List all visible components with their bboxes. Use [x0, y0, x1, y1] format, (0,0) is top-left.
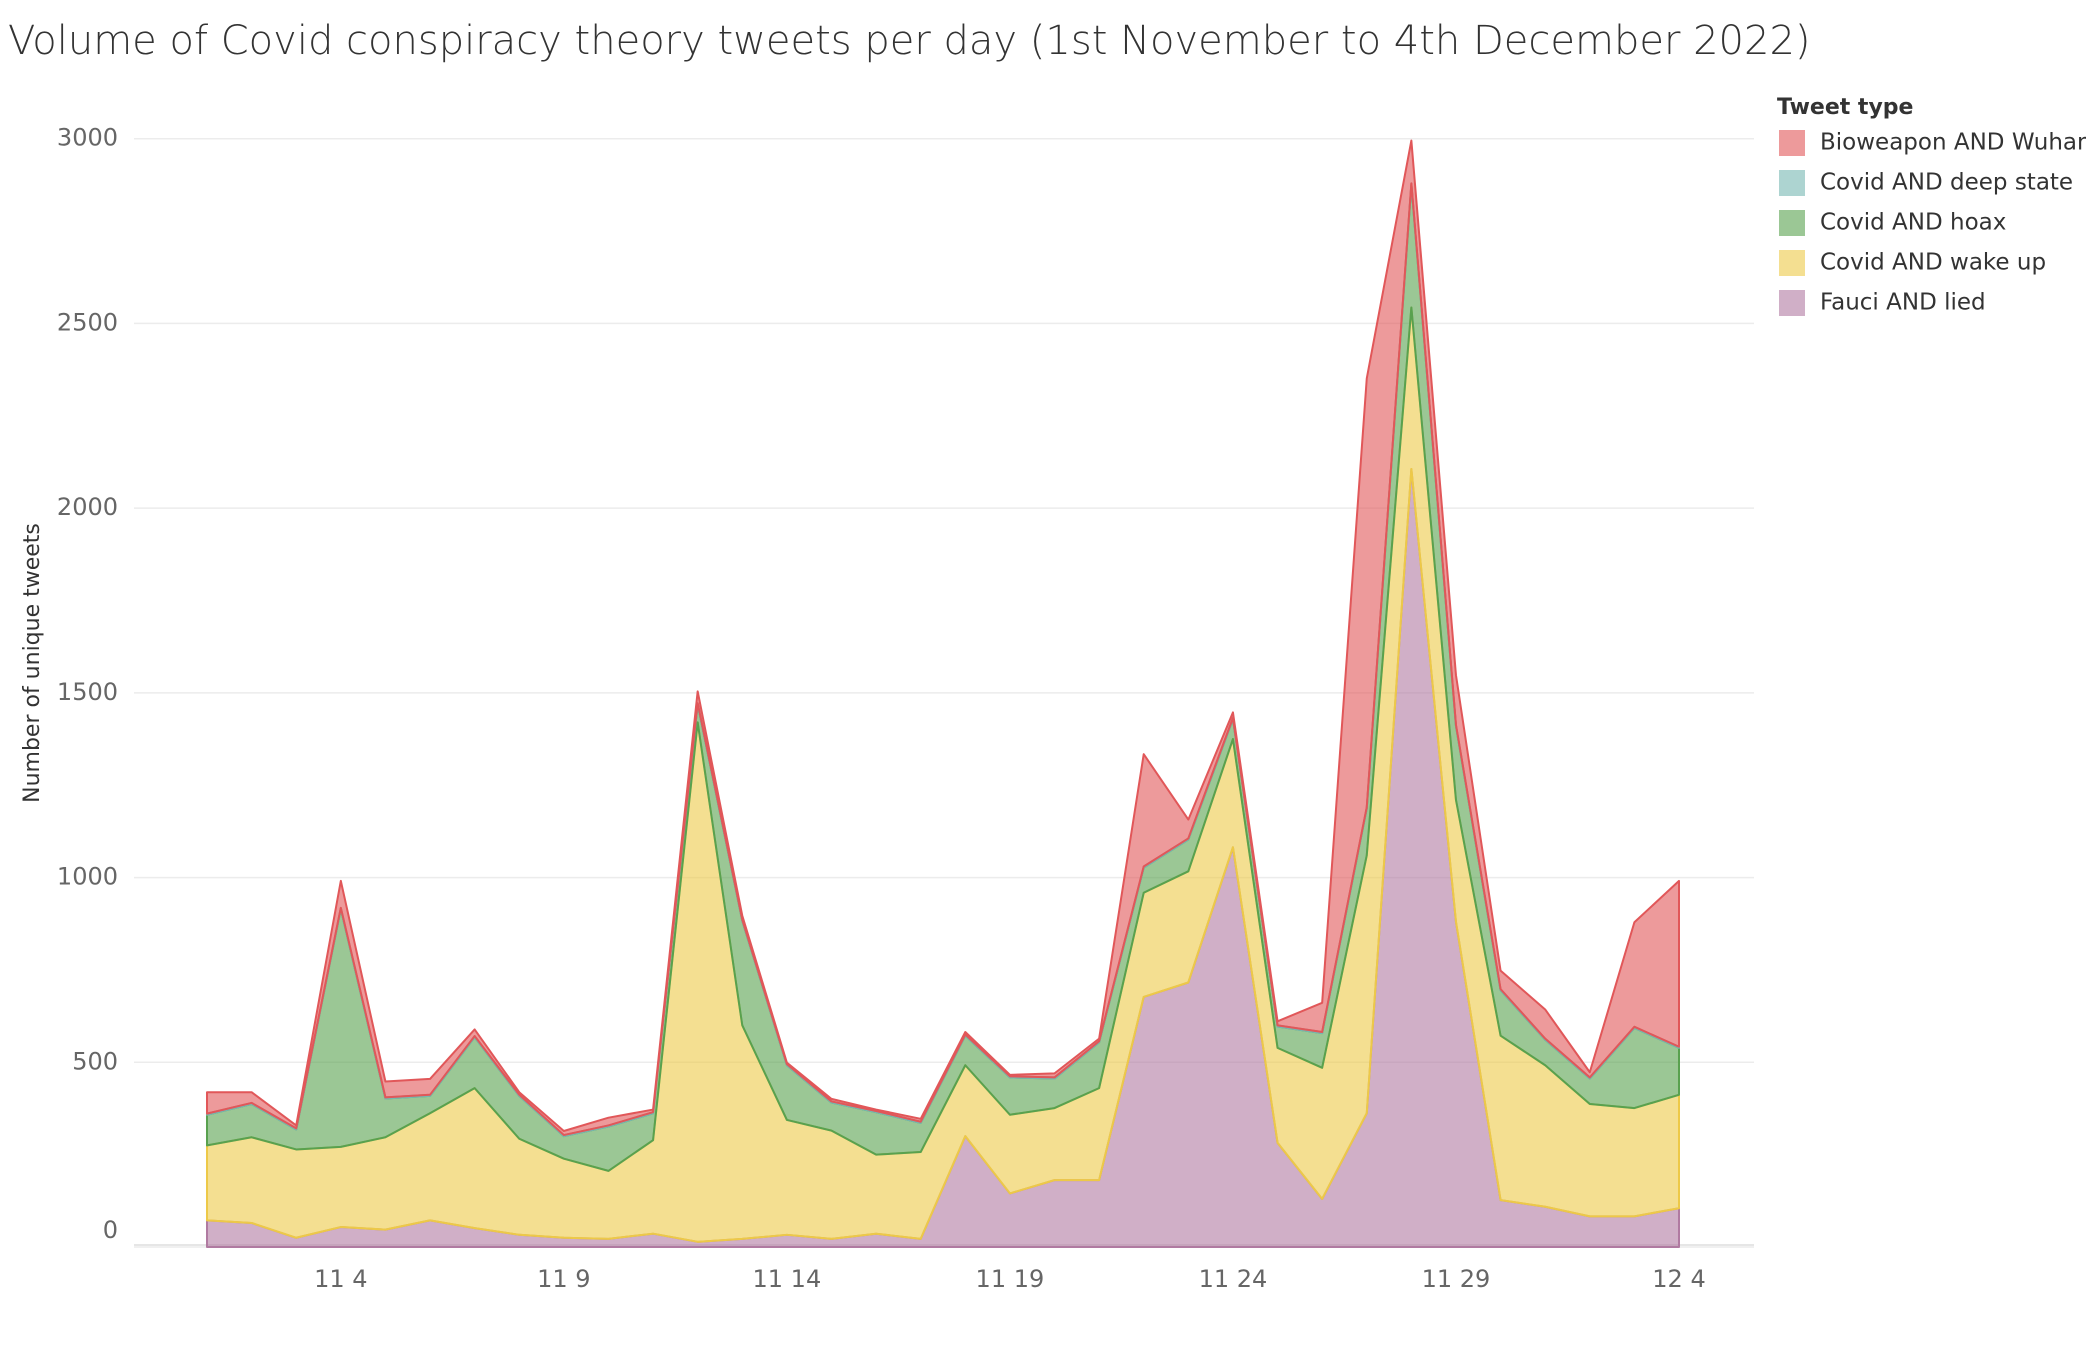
legend-label: Bioweapon AND Wuhan	[1820, 130, 2086, 156]
legend-swatch	[1779, 210, 1805, 236]
legend-swatch	[1779, 130, 1805, 156]
x-tick-label: 11 9	[537, 1265, 590, 1293]
legend-swatch	[1779, 250, 1805, 276]
x-tick-label: 11 4	[314, 1265, 367, 1293]
legend-swatch	[1779, 290, 1805, 316]
legend-title: Tweet type	[1777, 95, 1913, 120]
y-tick-label: 0	[103, 1216, 118, 1244]
area	[206, 139, 1680, 1137]
y-tick-label: 2000	[57, 493, 118, 521]
y-tick-label: 1000	[57, 863, 118, 891]
x-tick-label: 11 14	[753, 1265, 822, 1293]
x-tick-label: 11 19	[976, 1265, 1045, 1293]
chart-title: Volume of Covid conspiracy theory tweets…	[8, 18, 1811, 64]
legend-label: Covid AND deep state	[1820, 170, 2073, 196]
legend-label: Fauci AND lied	[1820, 290, 1986, 316]
legend-label: Covid AND wake up	[1820, 250, 2046, 276]
x-tick-label: 11 29	[1422, 1265, 1491, 1293]
x-tick-label: 12 4	[1652, 1265, 1705, 1293]
legend-label: Covid AND hoax	[1820, 210, 2006, 236]
y-tick-label: 500	[72, 1047, 118, 1075]
y-tick-label: 3000	[57, 124, 118, 152]
y-axis-label: Number of unique tweets	[20, 523, 45, 803]
y-tick-label: 2500	[57, 308, 118, 336]
legend-swatch	[1779, 170, 1805, 196]
x-tick-label: 11 24	[1199, 1265, 1268, 1293]
y-tick-label: 1500	[57, 678, 118, 706]
